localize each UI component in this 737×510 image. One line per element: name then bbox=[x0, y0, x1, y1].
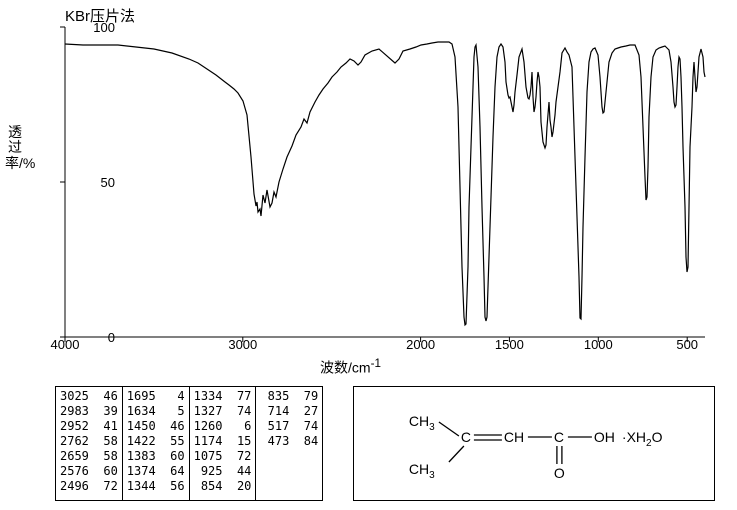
x-tick-3000: 3000 bbox=[228, 337, 257, 352]
structure-svg: CH3 C CH3 CH C OH O bbox=[364, 404, 704, 484]
t-oh: OH bbox=[594, 429, 615, 445]
spectrum-chart: KBr压片法 透过率/% 0 50 100 4000 3000 bbox=[10, 5, 730, 360]
y-tick-0: 0 bbox=[75, 330, 115, 345]
t-ch3-top: CH3 bbox=[409, 413, 435, 433]
t-hydrate: ·XH2O bbox=[622, 429, 663, 449]
spectrum-line bbox=[65, 42, 705, 325]
y-tick-50: 50 bbox=[75, 175, 115, 190]
x-tick-500: 500 bbox=[676, 337, 698, 352]
t-c-center: C bbox=[461, 429, 471, 445]
peak-col-1: 1695 4 1634 5 1450 46 1422 55 1383 60 13… bbox=[123, 387, 190, 500]
y-axis-label: 透过率/% bbox=[5, 125, 25, 171]
x-tick-1500: 1500 bbox=[495, 337, 524, 352]
x-tick-2000: 2000 bbox=[406, 337, 435, 352]
x-tick-4000: 4000 bbox=[51, 337, 80, 352]
peak-col-0: 3025 46 2983 39 2952 41 2762 58 2659 58 … bbox=[56, 387, 123, 500]
peak-table: 3025 46 2983 39 2952 41 2762 58 2659 58 … bbox=[55, 386, 323, 501]
y-tick-100: 100 bbox=[75, 20, 115, 35]
t-ch: CH bbox=[504, 429, 524, 445]
x-axis-label: 波数/cm-1 bbox=[320, 357, 381, 378]
x-tick-1000: 1000 bbox=[584, 337, 613, 352]
t-o: O bbox=[554, 465, 565, 481]
peak-col-2: 1334 77 1327 74 1260 6 1174 15 1075 72 9… bbox=[190, 387, 257, 500]
peak-col-3: 835 79 714 27 517 74 473 84 bbox=[256, 387, 322, 500]
bottom-section: 3025 46 2983 39 2952 41 2762 58 2659 58 … bbox=[55, 386, 715, 501]
t-ch3-bot: CH3 bbox=[409, 461, 435, 481]
t-c2: C bbox=[554, 429, 564, 445]
spectrum-svg bbox=[65, 27, 705, 337]
structure-box: CH3 C CH3 CH C OH O bbox=[353, 386, 715, 501]
plot-area: 0 50 100 4000 3000 2000 1500 1000 500 bbox=[65, 27, 705, 337]
